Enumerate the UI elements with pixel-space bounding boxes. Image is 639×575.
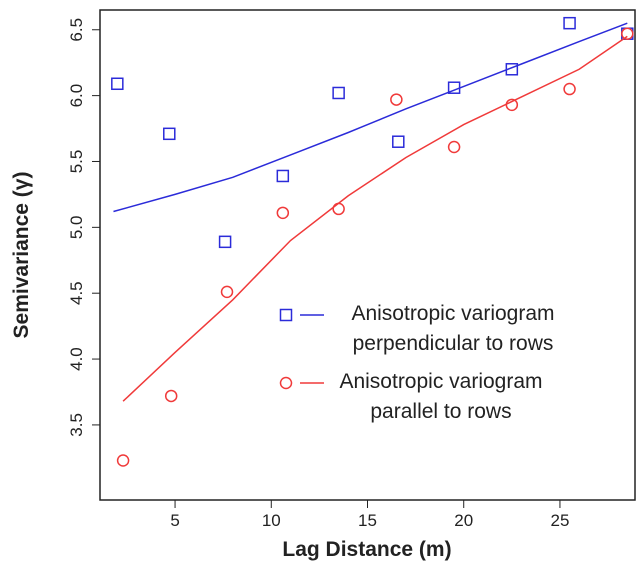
point (447, 140, 461, 154)
y-tick-label: 6.0 (67, 84, 86, 108)
y-tick-label: 4.5 (67, 281, 86, 305)
y-tick-label: 4.0 (67, 347, 86, 371)
x-tick-label: 25 (550, 511, 569, 530)
point (392, 135, 405, 148)
y-tick-label: 3.5 (67, 413, 86, 437)
fit-line (122, 35, 628, 402)
x-axis-label: Lag Distance (m) (282, 538, 451, 561)
point (505, 98, 519, 112)
fit-line (113, 22, 628, 213)
point (563, 16, 576, 30)
point (164, 389, 178, 403)
legend-marker (279, 308, 293, 322)
point (116, 454, 130, 467)
point (563, 82, 576, 96)
point (390, 93, 403, 106)
y-tick-label: 6.5 (67, 18, 86, 42)
point (447, 81, 461, 94)
point (111, 77, 124, 91)
x-tick-label: 15 (358, 511, 377, 530)
x-tick-label: 5 (170, 511, 179, 530)
point (276, 206, 290, 220)
point (505, 63, 519, 76)
legend-label: Anisotropic variogram parallel to rows (339, 370, 543, 423)
point (220, 285, 234, 299)
x-tick-label: 20 (454, 511, 473, 530)
x-tick-label: 10 (262, 511, 281, 530)
point (218, 235, 232, 249)
y-tick-label: 5.5 (67, 150, 86, 174)
point (163, 127, 176, 141)
point (332, 86, 345, 100)
point (621, 27, 634, 40)
point (276, 169, 290, 183)
legend-marker (279, 376, 293, 390)
point (332, 202, 345, 216)
y-tick-label: 5.0 (67, 216, 86, 240)
y-axis-label: Semivariance (γ) (10, 172, 33, 339)
legend-label: Anisotropic variogram perpendicular to r… (351, 302, 555, 355)
